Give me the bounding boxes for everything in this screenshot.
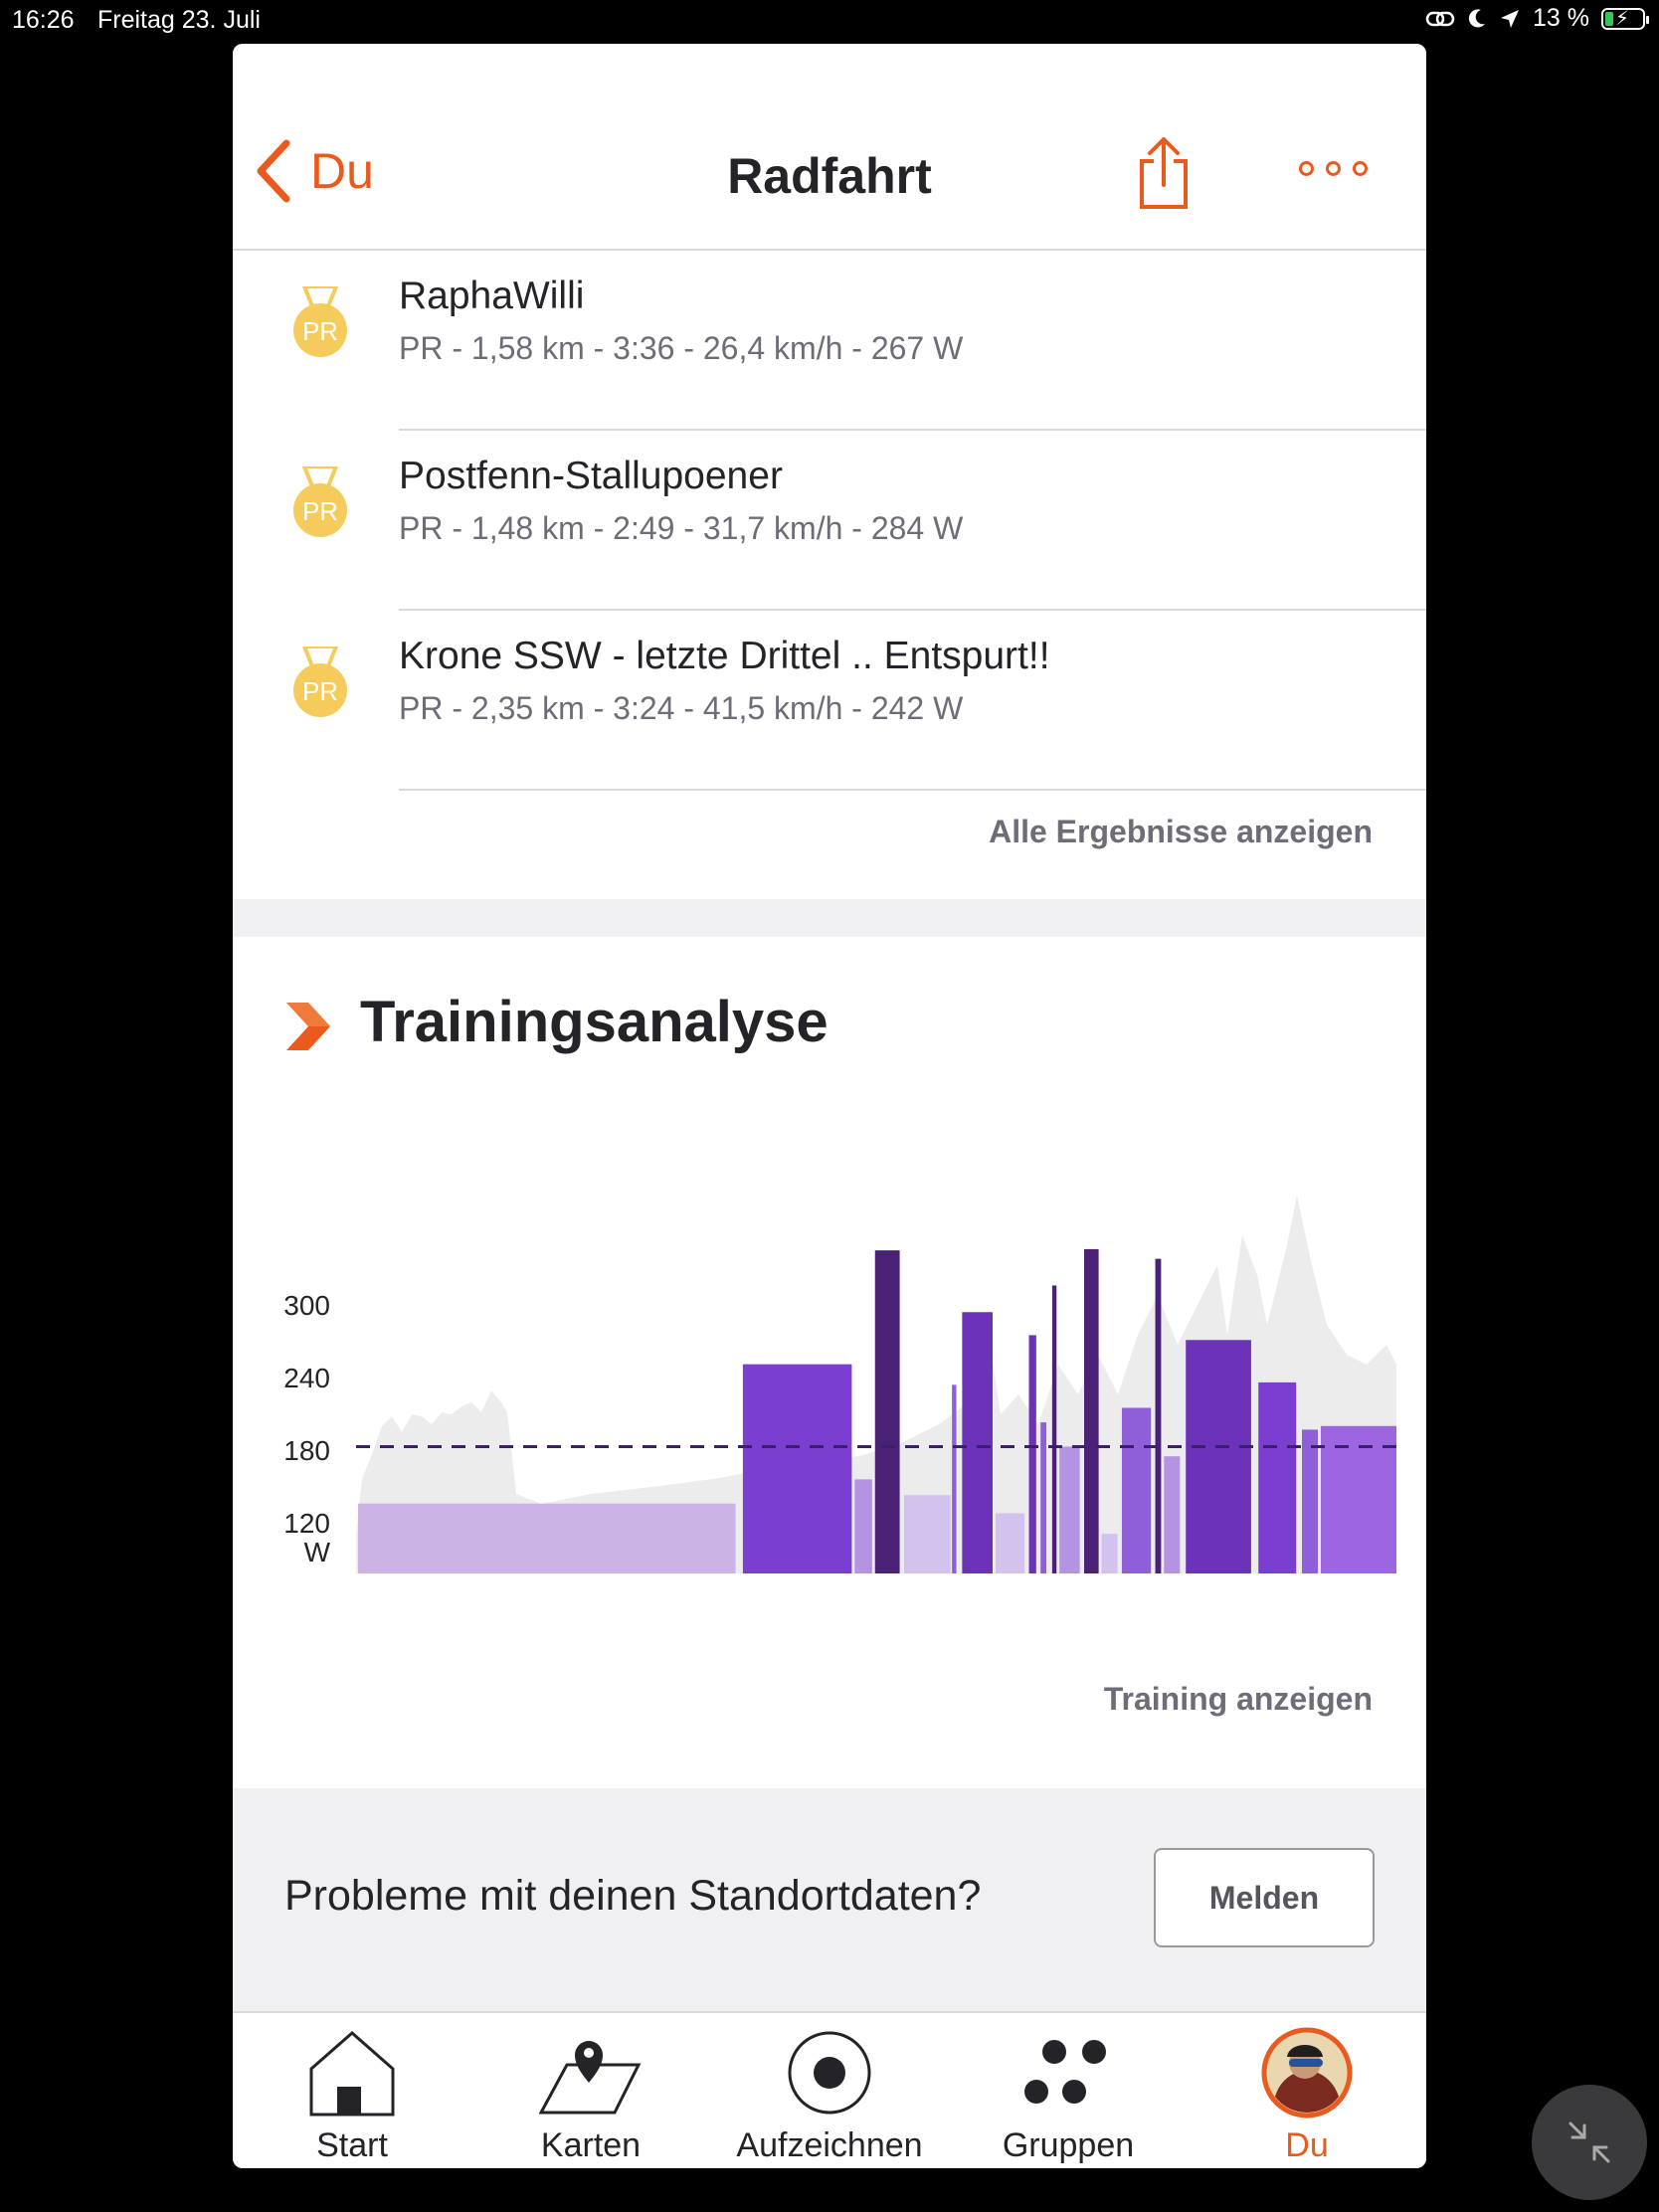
y-tick-label: 180 [283, 1435, 330, 1466]
power-bar-15 [1155, 1258, 1162, 1573]
power-bar-14 [1121, 1407, 1152, 1573]
power-bar-11 [1059, 1446, 1080, 1573]
pr-medal-icon: PR [293, 466, 347, 537]
segment-stats: PR - 2,35 km - 3:24 - 41,5 km/h - 242 W [399, 690, 964, 726]
section-separator [233, 899, 1426, 937]
location-arrow-icon [1501, 9, 1520, 28]
record-icon [788, 2031, 871, 2115]
location-issue-text: Probleme mit deinen Standortdaten? [284, 1872, 982, 1920]
battery-icon: ⚡ [1601, 7, 1649, 30]
back-button[interactable]: Du [255, 139, 374, 203]
power-bars [358, 1248, 1396, 1573]
chevron-right-icon [286, 1003, 330, 1050]
power-bar-6 [962, 1312, 994, 1573]
segment-name: Postfenn-Stallupoener [399, 455, 783, 497]
tab-label: Gruppen [1002, 2126, 1135, 2164]
map-icon [539, 2041, 642, 2115]
status-time: 16:26 [12, 6, 75, 34]
tab-du[interactable]: Du [1188, 2013, 1426, 2168]
segment-row[interactable]: PR RaphaWilli PR - 1,58 km - 3:36 - 26,4… [233, 251, 1426, 431]
power-bar-5 [952, 1384, 957, 1573]
section-title: Trainingsanalyse [360, 990, 829, 1054]
tab-bar: Start Karten Aufzeichnen [233, 2011, 1426, 2168]
segment-stats: PR - 1,58 km - 3:36 - 26,4 km/h - 267 W [399, 330, 964, 366]
power-bar-2 [854, 1479, 872, 1573]
power-bar-8 [1028, 1335, 1036, 1573]
avatar-icon [1261, 2027, 1353, 2119]
power-bar-9 [1040, 1422, 1047, 1573]
power-bar-13 [1101, 1534, 1118, 1573]
power-bar-0 [358, 1503, 736, 1573]
status-bar: 16:26 Freitag 23. Juli 13 % ⚡ [0, 0, 1659, 40]
power-bar-17 [1186, 1340, 1251, 1573]
groups-icon [1024, 2040, 1106, 2104]
y-axis-label: W [304, 1537, 331, 1567]
show-training-link[interactable]: Training anzeigen [1103, 1681, 1373, 1717]
tab-label: Aufzeichnen [736, 2126, 923, 2164]
tab-karten[interactable]: Karten [471, 2013, 710, 2168]
activity-screen: Du Radfahrt PR RaphaWilli PR - 1,58 km -… [233, 44, 1426, 2168]
status-indicators: 13 % ⚡ [1425, 4, 1649, 33]
back-label: Du [310, 143, 374, 199]
home-icon [309, 2031, 395, 2117]
moon-icon [1468, 8, 1486, 27]
svg-text:PR: PR [302, 676, 338, 706]
report-button[interactable]: Melden [1154, 1848, 1375, 1947]
share-icon[interactable] [1136, 135, 1192, 211]
all-results-link[interactable]: Alle Ergebnisse anzeigen [989, 814, 1373, 849]
training-analysis-section: Trainingsanalyse 120 180 240 300 W Training… [233, 937, 1426, 1788]
power-bar-3 [874, 1250, 900, 1573]
collapse-icon [1568, 2121, 1610, 2163]
power-bar-7 [995, 1513, 1025, 1573]
power-bar-10 [1051, 1285, 1057, 1573]
chevron-left-icon [257, 139, 290, 203]
svg-text:PR: PR [302, 316, 338, 346]
power-bar-20 [1320, 1425, 1396, 1573]
segment-row[interactable]: PR Postfenn-Stallupoener PR - 1,48 km - … [233, 431, 1426, 611]
segment-stats: PR - 1,48 km - 2:49 - 31,7 km/h - 284 W [399, 510, 964, 546]
battery-percent: 13 % [1533, 4, 1589, 32]
y-axis-ticks: 120 180 240 300 [283, 1290, 330, 1539]
tab-start[interactable]: Start [233, 2013, 471, 2168]
svg-text:PR: PR [302, 496, 338, 526]
tab-label: Du [1285, 2126, 1329, 2164]
power-bar-16 [1164, 1456, 1181, 1573]
segment-name: Krone SSW - letzte Drittel .. Entspurt!! [399, 635, 1050, 677]
navigation-bar: Du Radfahrt [233, 44, 1426, 251]
power-bar-18 [1258, 1382, 1297, 1573]
power-chart: 120 180 240 300 W [283, 1196, 1396, 1573]
segment-row[interactable]: PR Krone SSW - letzte Drittel .. Entspur… [233, 611, 1426, 791]
tab-label: Start [316, 2126, 388, 2164]
power-bar-19 [1302, 1429, 1319, 1573]
y-tick-label: 120 [283, 1508, 330, 1539]
tab-label: Karten [540, 2126, 642, 2164]
power-bar-12 [1084, 1248, 1099, 1573]
y-tick-label: 300 [283, 1290, 330, 1321]
tab-gruppen[interactable]: Gruppen [949, 2013, 1188, 2168]
status-date: Freitag 23. Juli [97, 6, 261, 34]
link-icon [1425, 11, 1455, 26]
pr-medal-icon: PR [293, 646, 347, 717]
pr-medal-icon: PR [293, 286, 347, 357]
page-title: Radfahrt [727, 148, 932, 204]
y-tick-label: 240 [283, 1363, 330, 1393]
power-bar-1 [742, 1364, 852, 1573]
more-options-icon[interactable] [1299, 161, 1368, 176]
tab-aufzeichnen[interactable]: Aufzeichnen [710, 2013, 949, 2168]
power-bar-4 [903, 1495, 951, 1573]
minimize-button[interactable] [1532, 2085, 1647, 2200]
segment-name: RaphaWilli [399, 275, 585, 317]
